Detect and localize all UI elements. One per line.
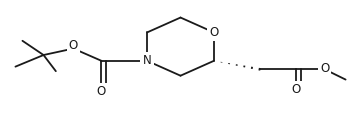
Text: O: O [69, 39, 78, 52]
Text: O: O [209, 26, 218, 39]
Text: O: O [97, 85, 106, 98]
Text: O: O [292, 83, 301, 96]
Text: O: O [320, 62, 329, 75]
Text: N: N [143, 54, 152, 67]
